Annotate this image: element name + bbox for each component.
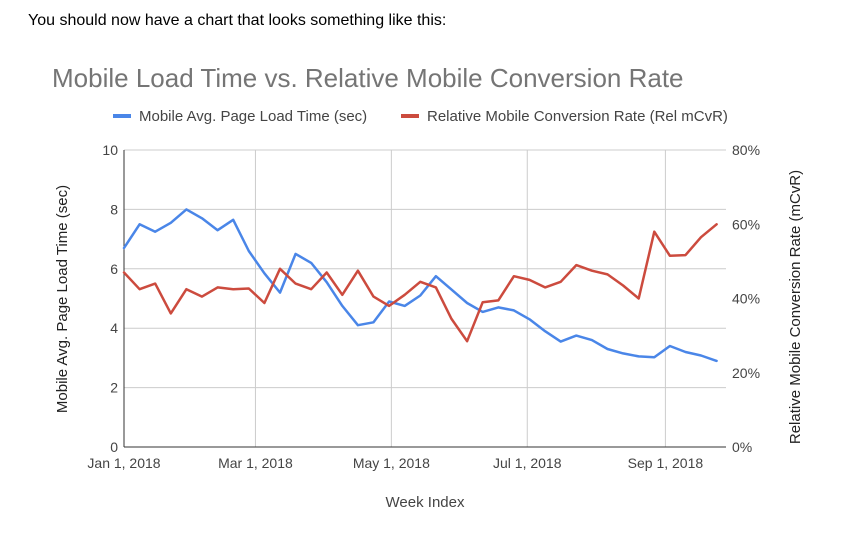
chart-title: Mobile Load Time vs. Relative Mobile Con… [52, 63, 684, 93]
y-tick-label: 10 [102, 142, 118, 158]
axes [123, 150, 726, 448]
x-tick-label: May 1, 2018 [353, 455, 430, 471]
x-tick-label: Jul 1, 2018 [493, 455, 562, 471]
legend: Mobile Avg. Page Load Time (sec) Relativ… [113, 108, 728, 125]
y2-axis-label: Relative Mobile Conversion Rate (mCvR) [787, 170, 804, 444]
gridlines [124, 149, 726, 447]
legend-swatch-load-time [113, 114, 131, 118]
series-line-conversion-rate [122, 223, 718, 343]
y-tick-label: 0 [110, 439, 118, 455]
x-tick-label: Jan 1, 2018 [87, 455, 160, 471]
x-tick-label: Sep 1, 2018 [628, 455, 704, 471]
y-tick-label: 4 [110, 320, 118, 336]
y2-tick-label: 0% [732, 439, 752, 455]
y-tick-label: 6 [110, 261, 118, 277]
y-axis-label: Mobile Avg. Page Load Time (sec) [54, 185, 71, 413]
y2-tick-label: 80% [732, 142, 760, 158]
intro-text: You should now have a chart that looks s… [28, 12, 447, 29]
y2-tick-label: 20% [732, 365, 760, 381]
legend-swatch-conversion-rate [401, 114, 419, 118]
series-lines [122, 208, 718, 363]
series-line-load-time [122, 208, 718, 363]
legend-label-load-time: Mobile Avg. Page Load Time (sec) [139, 108, 367, 125]
y-tick-label: 2 [110, 380, 118, 396]
x-axis-label: Week Index [386, 494, 465, 511]
x-tick-label: Mar 1, 2018 [218, 455, 293, 471]
y-tick-label: 8 [110, 201, 118, 217]
legend-label-conversion-rate: Relative Mobile Conversion Rate (Rel mCv… [427, 108, 728, 125]
y2-tick-label: 60% [732, 216, 760, 232]
y2-tick-label: 40% [732, 291, 760, 307]
tick-labels: 0 2 4 6 8 10 0% 20% 40% 60% 80% Jan 1, 2018 Mar 1, 2… [87, 142, 760, 471]
